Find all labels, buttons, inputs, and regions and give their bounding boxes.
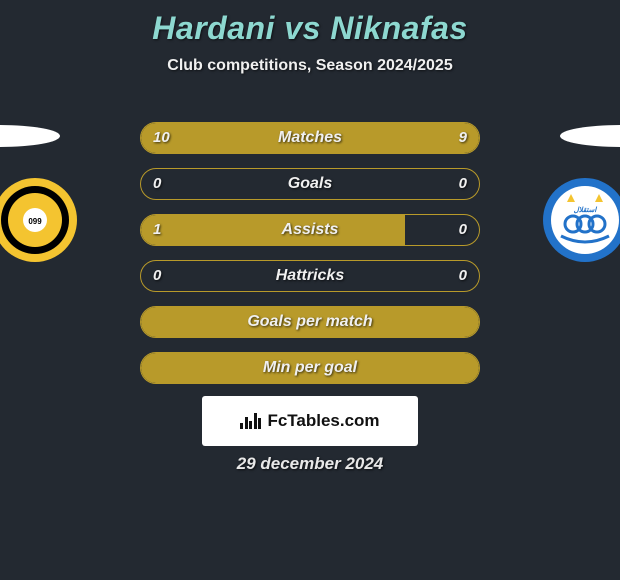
club-badge-left: 099	[0, 178, 110, 262]
brand-text: FcTables.com	[267, 411, 379, 431]
subtitle: Club competitions, Season 2024/2025	[0, 57, 620, 75]
player-marker-right	[560, 125, 620, 147]
stat-value-left: 0	[153, 267, 161, 284]
stat-value-left: 10	[153, 129, 170, 146]
brand-logo: FcTables.com	[202, 396, 418, 446]
stats-container: Matches109Goals00Assists10Hattricks00Goa…	[140, 122, 480, 398]
stat-value-right: 9	[459, 129, 467, 146]
stat-label: Goals	[141, 175, 479, 193]
stat-label: Hattricks	[141, 267, 479, 285]
club-badge-right: ﺍﺳﺘﻘﻼﻝ	[510, 178, 620, 262]
player-marker-left	[0, 125, 60, 147]
stat-row: Goals0 0	[140, 168, 480, 200]
footer-date: 29 december 2024	[0, 454, 620, 474]
stat-value-right: 0	[459, 221, 467, 238]
stat-value-left: 0	[153, 175, 161, 192]
chart-icon	[240, 413, 261, 429]
stat-label: Goals per match	[141, 313, 479, 331]
svg-text:099: 099	[28, 217, 42, 226]
stat-row: Goals per match	[140, 306, 480, 338]
stat-label: Matches	[141, 129, 479, 147]
svg-text:ﺍﺳﺘﻘﻼﻝ: ﺍﺳﺘﻘﻼﻝ	[574, 206, 598, 214]
stat-row: Matches10 9	[140, 122, 480, 154]
stat-row: Min per goal	[140, 352, 480, 384]
stat-value-left: 1	[153, 221, 161, 238]
stat-label: Min per goal	[141, 359, 479, 377]
page-title: Hardani vs Niknafas	[0, 0, 620, 47]
stat-row: Hattricks0 0	[140, 260, 480, 292]
stat-value-right: 0	[459, 175, 467, 192]
stat-row: Assists1 0	[140, 214, 480, 246]
stat-value-right: 0	[459, 267, 467, 284]
stat-label: Assists	[141, 221, 479, 239]
